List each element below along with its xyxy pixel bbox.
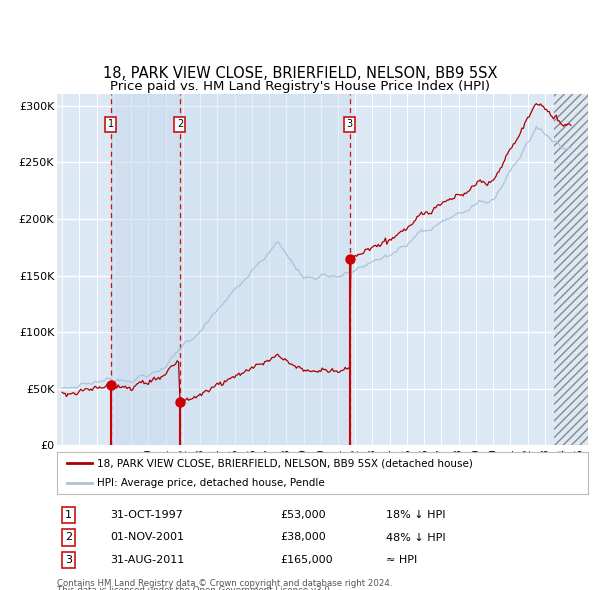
- Text: 3: 3: [65, 555, 72, 565]
- Text: 2: 2: [177, 119, 183, 129]
- Text: 01-NOV-2001: 01-NOV-2001: [110, 533, 184, 542]
- Text: £53,000: £53,000: [280, 510, 326, 520]
- Text: 3: 3: [347, 119, 353, 129]
- Bar: [111, 94, 180, 445]
- Text: £38,000: £38,000: [280, 533, 326, 542]
- Polygon shape: [554, 94, 588, 445]
- Text: Contains HM Land Registry data © Crown copyright and database right 2024.: Contains HM Land Registry data © Crown c…: [57, 579, 392, 588]
- Bar: [180, 94, 350, 445]
- Text: 31-OCT-1997: 31-OCT-1997: [110, 510, 183, 520]
- Text: 18% ↓ HPI: 18% ↓ HPI: [386, 510, 446, 520]
- Text: HPI: Average price, detached house, Pendle: HPI: Average price, detached house, Pend…: [97, 478, 325, 488]
- Text: 1: 1: [108, 119, 114, 129]
- Text: This data is licensed under the Open Government Licence v3.0.: This data is licensed under the Open Gov…: [57, 586, 332, 590]
- Text: 1: 1: [65, 510, 72, 520]
- Text: 18, PARK VIEW CLOSE, BRIERFIELD, NELSON, BB9 5SX (detached house): 18, PARK VIEW CLOSE, BRIERFIELD, NELSON,…: [97, 458, 473, 468]
- Text: 48% ↓ HPI: 48% ↓ HPI: [386, 533, 446, 542]
- Text: Price paid vs. HM Land Registry's House Price Index (HPI): Price paid vs. HM Land Registry's House …: [110, 80, 490, 93]
- Text: £165,000: £165,000: [280, 555, 332, 565]
- Text: 18, PARK VIEW CLOSE, BRIERFIELD, NELSON, BB9 5SX: 18, PARK VIEW CLOSE, BRIERFIELD, NELSON,…: [103, 67, 497, 81]
- Text: 31-AUG-2011: 31-AUG-2011: [110, 555, 184, 565]
- Text: 2: 2: [65, 533, 72, 542]
- Text: ≈ HPI: ≈ HPI: [386, 555, 418, 565]
